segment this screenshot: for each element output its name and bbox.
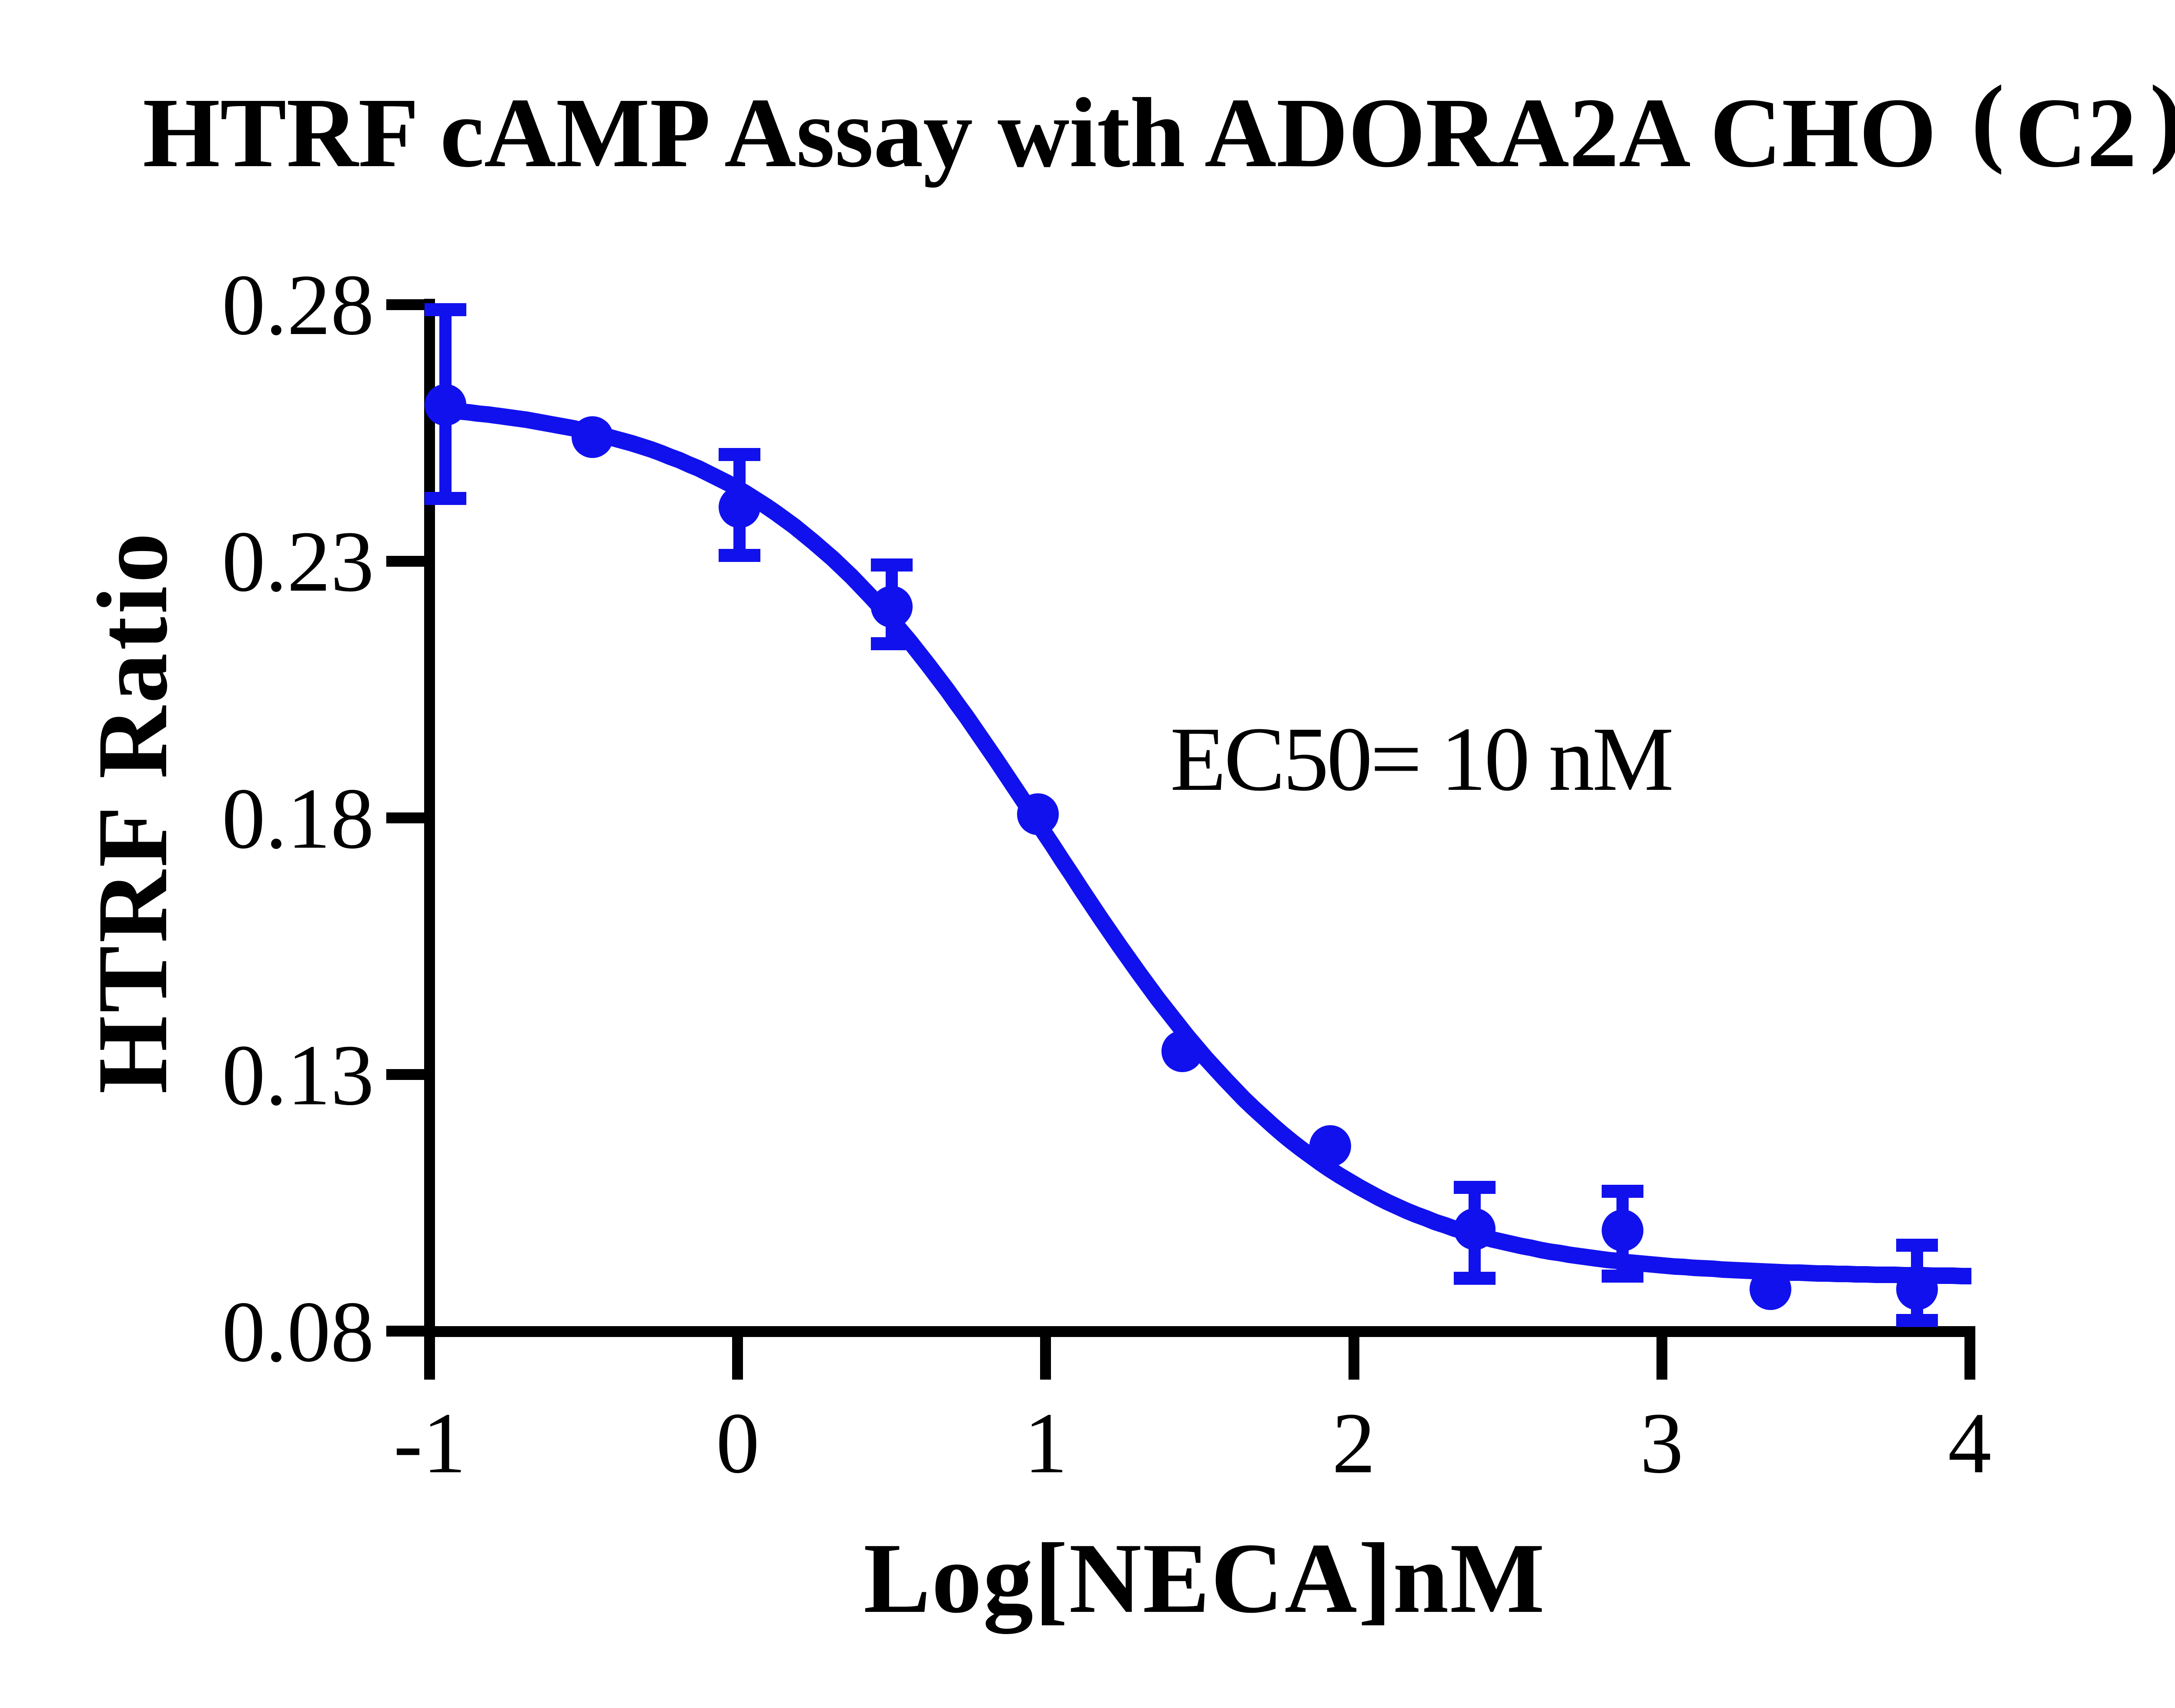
svg-text:4: 4 bbox=[1948, 1395, 1991, 1491]
svg-text:-1: -1 bbox=[394, 1395, 466, 1491]
svg-text:HTRF cAMP Assay with ADORA2A C: HTRF cAMP Assay with ADORA2A CHO(C2) bbox=[143, 65, 2175, 188]
svg-text:0: 0 bbox=[716, 1395, 760, 1491]
svg-text:0.13: 0.13 bbox=[222, 1027, 374, 1123]
svg-text:2: 2 bbox=[1332, 1395, 1375, 1491]
svg-text:3: 3 bbox=[1640, 1395, 1683, 1491]
svg-text:0.28: 0.28 bbox=[222, 257, 374, 353]
svg-text:1: 1 bbox=[1024, 1395, 1067, 1491]
svg-text:HTRF Ratio: HTRF Ratio bbox=[77, 533, 188, 1094]
svg-text:0.23: 0.23 bbox=[222, 514, 374, 610]
svg-text:EC50= 10 nM: EC50= 10 nM bbox=[1170, 708, 1674, 810]
svg-text:Log[NECA]nM: Log[NECA]nM bbox=[863, 1522, 1545, 1634]
svg-text:0.18: 0.18 bbox=[222, 771, 374, 867]
svg-text:0.08: 0.08 bbox=[222, 1284, 374, 1380]
